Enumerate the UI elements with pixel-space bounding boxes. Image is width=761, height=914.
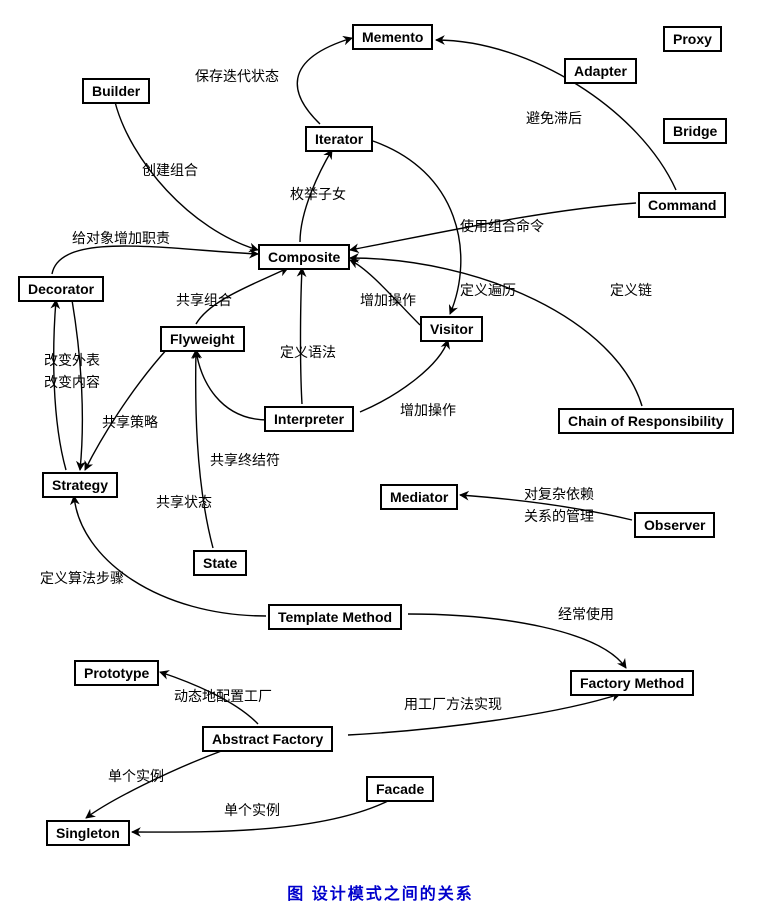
edge-label: 定义算法步骤: [40, 568, 124, 588]
edge-label: 关系的管理: [524, 506, 594, 526]
node-facade: Facade: [366, 776, 434, 802]
node-prototype: Prototype: [74, 660, 159, 686]
edge-label: 单个实例: [108, 766, 164, 786]
edge-label: 增加操作: [360, 290, 416, 310]
edge-label: 用工厂方法实现: [404, 694, 502, 714]
edge: [52, 246, 258, 274]
edge-label: 定义语法: [280, 342, 336, 362]
edge-label: 对复杂依赖: [524, 484, 594, 504]
node-composite: Composite: [258, 244, 350, 270]
node-builder: Builder: [82, 78, 150, 104]
node-chain: Chain of Responsibility: [558, 408, 734, 434]
edge-label: 经常使用: [558, 604, 614, 624]
edge-label: 改变内容: [44, 372, 100, 392]
edge-label: 枚举子女: [290, 184, 346, 204]
edge-label: 改变外表: [44, 350, 100, 370]
diagram-caption: 图 设计模式之间的关系: [0, 880, 761, 904]
node-singleton: Singleton: [46, 820, 130, 846]
edge-label: 定义遍历: [460, 280, 516, 300]
edge-label: 使用组合命令: [460, 216, 544, 236]
node-strategy: Strategy: [42, 472, 118, 498]
edge-label: 单个实例: [224, 800, 280, 820]
edge-label: 给对象增加职责: [72, 228, 170, 248]
node-absfactory: Abstract Factory: [202, 726, 333, 752]
edge-label: 动态地配置工厂: [174, 686, 272, 706]
node-iterator: Iterator: [305, 126, 373, 152]
node-proxy: Proxy: [663, 26, 722, 52]
node-visitor: Visitor: [420, 316, 483, 342]
node-flyweight: Flyweight: [160, 326, 245, 352]
node-observer: Observer: [634, 512, 715, 538]
edge: [196, 350, 268, 420]
node-interpreter: Interpreter: [264, 406, 354, 432]
node-factorym: Factory Method: [570, 670, 694, 696]
node-memento: Memento: [352, 24, 433, 50]
node-adapter: Adapter: [564, 58, 637, 84]
edge-label: 共享策略: [102, 412, 158, 432]
node-template: Template Method: [268, 604, 402, 630]
node-decorator: Decorator: [18, 276, 104, 302]
edge-label: 共享组合: [176, 290, 232, 310]
node-bridge: Bridge: [663, 118, 727, 144]
edge-label: 避免滞后: [526, 108, 582, 128]
edge-label: 共享状态: [156, 492, 212, 512]
node-mediator: Mediator: [380, 484, 458, 510]
edge-label: 创建组合: [142, 160, 198, 180]
edge: [297, 38, 352, 124]
node-command: Command: [638, 192, 726, 218]
edge-label: 保存迭代状态: [195, 66, 279, 86]
node-state: State: [193, 550, 247, 576]
edge-label: 增加操作: [400, 400, 456, 420]
edge-label: 定义链: [610, 280, 652, 300]
edge: [301, 268, 303, 404]
edge-label: 共享终结符: [210, 450, 280, 470]
